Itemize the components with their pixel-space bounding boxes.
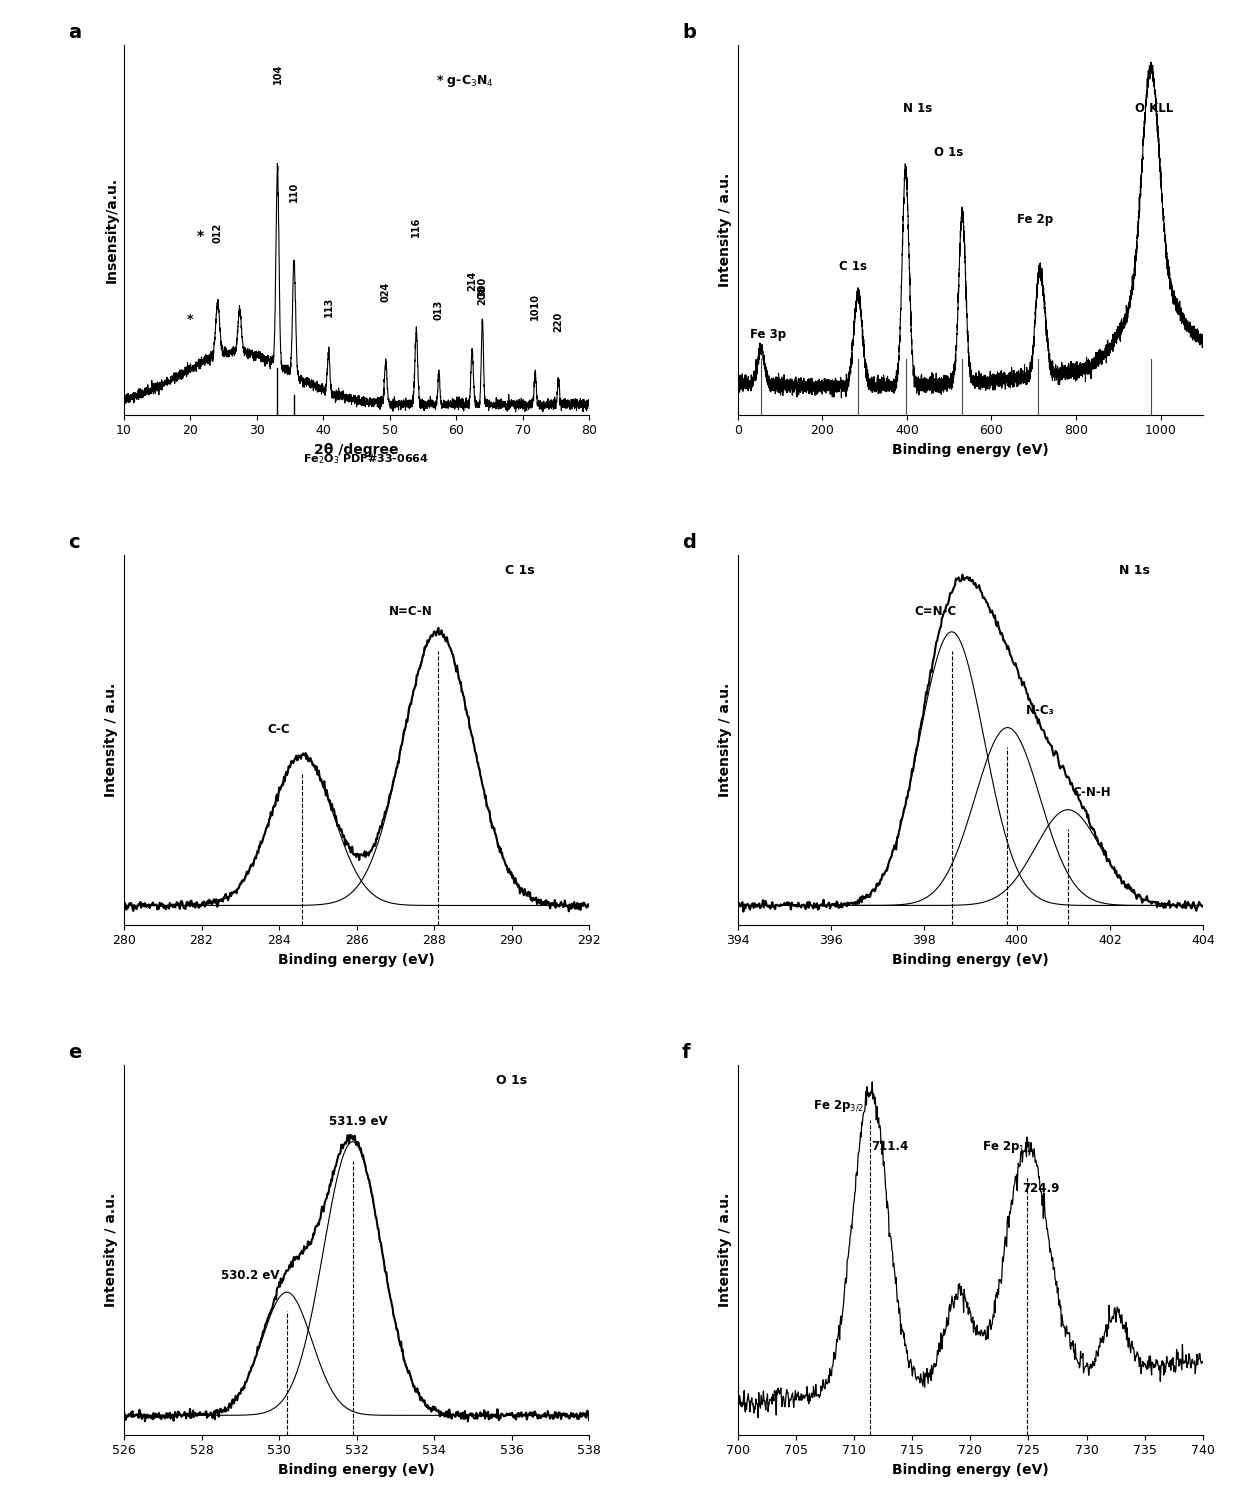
Text: 220: 220 [553, 311, 563, 332]
Text: 1010: 1010 [531, 293, 541, 320]
Text: N-C₃: N-C₃ [1025, 704, 1055, 717]
Text: a: a [68, 23, 82, 42]
Text: e: e [68, 1042, 82, 1062]
Text: C-N-H: C-N-H [1073, 787, 1111, 799]
Text: N 1s: N 1s [903, 103, 932, 115]
Y-axis label: Insensity/a.u.: Insensity/a.u. [104, 177, 119, 282]
Text: C 1s: C 1s [506, 563, 534, 577]
Text: 531.9 eV: 531.9 eV [330, 1116, 388, 1128]
Y-axis label: Intensity / a.u.: Intensity / a.u. [718, 174, 733, 287]
Text: 711.4: 711.4 [872, 1140, 909, 1154]
Text: Fe 2p$_{1/2}$: Fe 2p$_{1/2}$ [982, 1140, 1033, 1155]
Text: C=N-C: C=N-C [914, 606, 957, 619]
Y-axis label: Intensity / a.u.: Intensity / a.u. [718, 1193, 733, 1306]
Text: 208: 208 [477, 285, 487, 305]
Text: 104: 104 [273, 63, 283, 83]
Text: 012: 012 [213, 223, 223, 243]
Text: C 1s: C 1s [839, 260, 867, 273]
Text: d: d [682, 533, 696, 551]
X-axis label: Binding energy (eV): Binding energy (eV) [892, 442, 1049, 458]
Text: 724.9: 724.9 [1023, 1181, 1060, 1194]
X-axis label: Binding energy (eV): Binding energy (eV) [278, 1463, 435, 1477]
Text: 300: 300 [477, 276, 487, 296]
Text: Fe 2p$_{3/2}$: Fe 2p$_{3/2}$ [813, 1099, 864, 1114]
Text: b: b [682, 23, 696, 42]
Text: N 1s: N 1s [1118, 563, 1149, 577]
Text: 214: 214 [467, 270, 477, 290]
Text: 024: 024 [381, 282, 391, 302]
Text: 530.2 eV: 530.2 eV [221, 1268, 279, 1282]
Text: O 1s: O 1s [935, 146, 963, 159]
Y-axis label: Intensity / a.u.: Intensity / a.u. [104, 683, 119, 797]
X-axis label: Binding energy (eV): Binding energy (eV) [892, 1463, 1049, 1477]
Y-axis label: Intensity / a.u.: Intensity / a.u. [718, 683, 733, 797]
Text: 110: 110 [289, 181, 299, 202]
Text: Fe 3p: Fe 3p [750, 328, 786, 341]
Text: Fe$_2$O$_3$ PDF#33-0664: Fe$_2$O$_3$ PDF#33-0664 [304, 451, 429, 467]
Text: 116: 116 [412, 217, 422, 237]
X-axis label: 2θ /degree: 2θ /degree [314, 442, 399, 458]
Text: C-C: C-C [268, 723, 290, 735]
Text: O KLL: O KLL [1135, 103, 1173, 115]
Text: c: c [68, 533, 79, 551]
Text: 113: 113 [324, 297, 334, 317]
Text: * g-C$_3$N$_4$: * g-C$_3$N$_4$ [436, 72, 494, 89]
Text: f: f [682, 1042, 691, 1062]
Text: N=C-N: N=C-N [389, 606, 433, 619]
X-axis label: Binding energy (eV): Binding energy (eV) [278, 953, 435, 966]
Text: *: * [197, 230, 203, 243]
Text: *: * [187, 313, 193, 326]
X-axis label: Binding energy (eV): Binding energy (eV) [892, 953, 1049, 966]
Text: Fe 2p: Fe 2p [1017, 213, 1053, 226]
Y-axis label: Intensity / a.u.: Intensity / a.u. [104, 1193, 119, 1306]
Text: O 1s: O 1s [496, 1074, 527, 1087]
Text: 013: 013 [434, 300, 444, 320]
